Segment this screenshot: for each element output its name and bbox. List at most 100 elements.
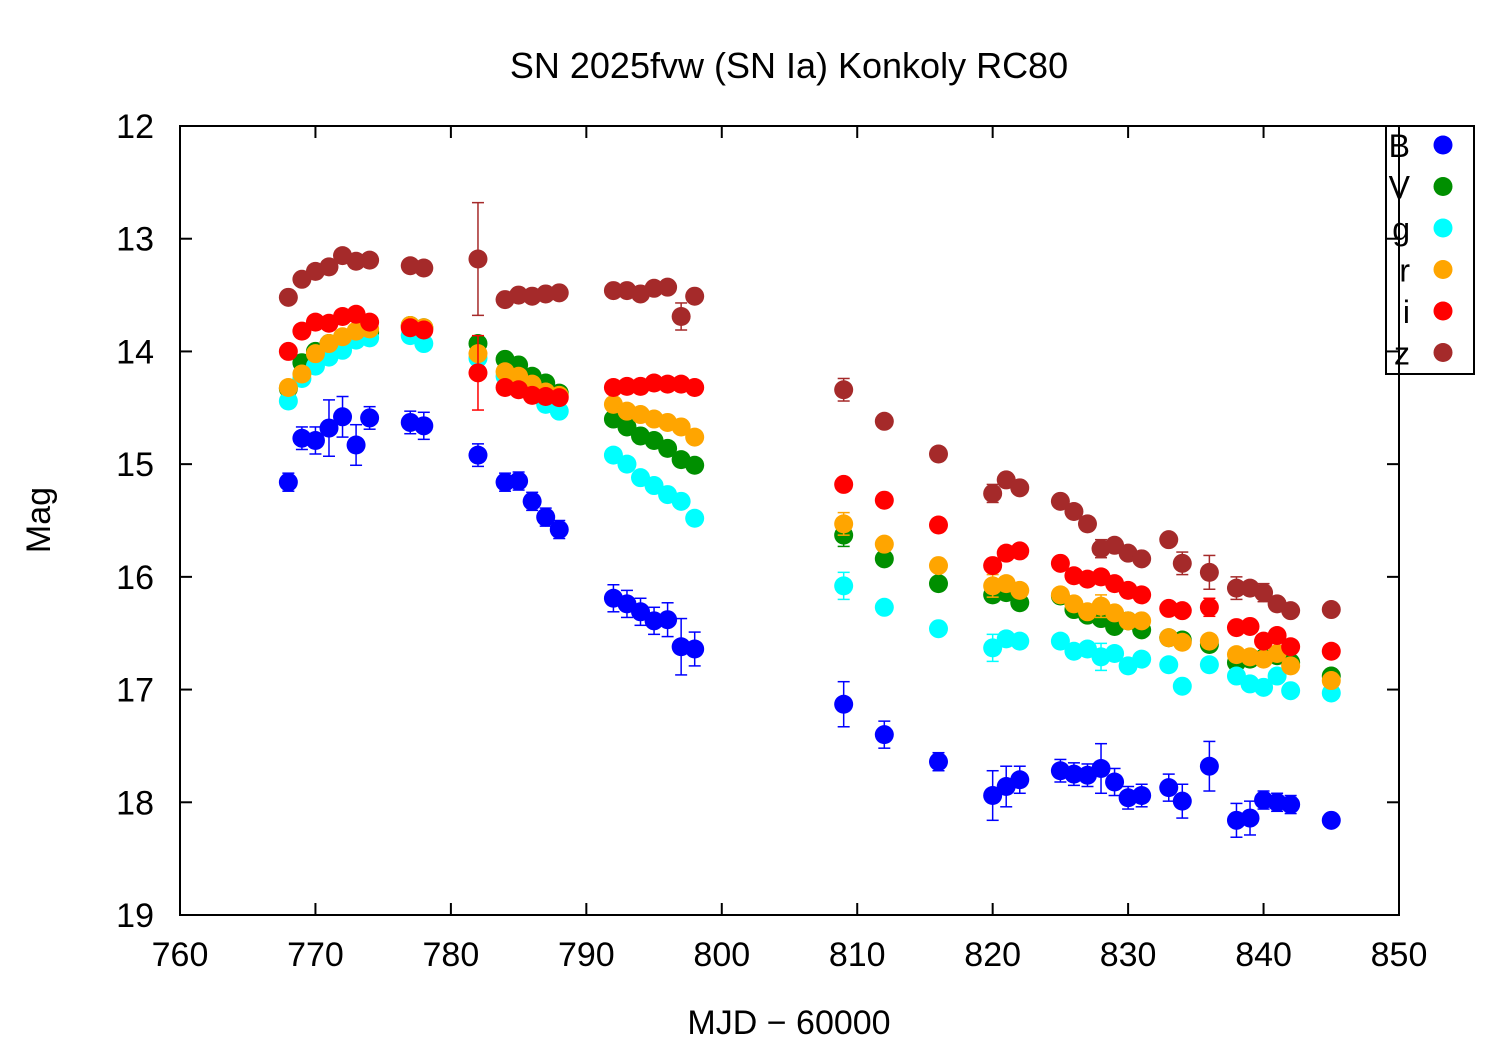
y-tick-label: 18 — [116, 784, 154, 822]
legend-label-V: V — [1389, 170, 1411, 206]
data-point-i — [1321, 641, 1341, 661]
data-point-r — [278, 377, 298, 397]
data-point-z — [1254, 583, 1274, 603]
data-point-B — [468, 445, 488, 465]
y-tick-label: 19 — [116, 897, 154, 935]
legend-label-i: i — [1403, 294, 1410, 330]
data-point-r — [671, 417, 691, 437]
data-point-r — [1050, 585, 1070, 605]
data-point-i — [1240, 616, 1260, 636]
data-point-z — [874, 411, 894, 431]
data-point-B — [1199, 756, 1219, 776]
data-point-i — [874, 490, 894, 510]
data-point-z — [1199, 562, 1219, 582]
data-point-z — [644, 278, 664, 298]
data-point-B — [834, 694, 854, 714]
data-point-z — [346, 251, 366, 271]
data-point-z — [1132, 549, 1152, 569]
axis-ticks: 760 770 780 790 800 810 820 830 840 850 12 13 14 15 16… — [116, 108, 1427, 974]
data-point-V — [928, 574, 948, 594]
data-point-V — [617, 417, 637, 437]
data-point-g — [644, 476, 664, 496]
data-point-r — [1118, 611, 1138, 631]
legend-box — [1385, 125, 1475, 375]
data-point-g — [928, 619, 948, 639]
data-points-layer — [278, 201, 1341, 838]
data-point-g — [685, 508, 705, 528]
data-point-i — [603, 377, 623, 397]
data-point-B — [631, 602, 651, 622]
data-point-r — [1199, 631, 1219, 651]
data-point-r — [1281, 656, 1301, 676]
x-tick-label: 790 — [558, 936, 615, 974]
data-point-B — [536, 507, 556, 527]
y-tick-label: 17 — [116, 672, 154, 710]
data-point-g — [617, 454, 637, 474]
legend-marker-z — [1433, 343, 1453, 362]
data-point-g — [983, 638, 1003, 658]
data-point-B — [874, 725, 894, 745]
data-point-B — [644, 611, 664, 631]
series-i — [278, 304, 1341, 661]
data-point-z — [1159, 530, 1179, 550]
data-point-B — [495, 472, 515, 492]
data-point-i — [1199, 597, 1219, 617]
data-point-B — [1091, 758, 1111, 778]
data-point-g — [414, 334, 434, 354]
data-point-B — [414, 416, 434, 436]
data-point-i — [1050, 553, 1070, 573]
data-point-i — [414, 320, 434, 340]
legend-marker-B — [1433, 135, 1453, 155]
data-point-i — [617, 376, 637, 396]
data-point-r — [874, 534, 894, 554]
data-point-B — [983, 786, 1003, 806]
legend-marker-V — [1433, 177, 1453, 196]
data-point-i — [1226, 618, 1246, 638]
data-point-i — [644, 373, 664, 393]
data-point-g — [1010, 631, 1030, 651]
data-point-i — [1010, 541, 1030, 561]
data-point-z — [671, 306, 691, 326]
data-point-i — [1267, 625, 1287, 645]
data-point-r — [685, 427, 705, 447]
data-point-B — [928, 752, 948, 772]
series-B — [278, 395, 1341, 838]
data-point-i — [468, 363, 488, 383]
data-point-z — [1010, 478, 1030, 498]
data-point-i — [1281, 637, 1301, 657]
x-tick-label: 760 — [152, 936, 209, 974]
data-point-z — [685, 286, 705, 306]
data-point-r — [305, 344, 325, 364]
x-tick-label: 810 — [829, 936, 886, 974]
data-point-g — [549, 401, 569, 421]
data-point-g — [1105, 644, 1125, 664]
data-point-i — [658, 374, 678, 394]
data-point-z — [509, 285, 529, 305]
data-point-B — [1010, 770, 1030, 790]
data-point-z — [1050, 491, 1070, 511]
x-tick-label: 830 — [1100, 936, 1157, 974]
y-tick-label: 16 — [116, 559, 154, 597]
data-point-r — [1321, 671, 1341, 691]
y-tick-label: 15 — [116, 446, 154, 484]
data-point-g — [1050, 631, 1070, 651]
data-point-z — [360, 250, 380, 270]
data-point-B — [1132, 786, 1152, 806]
data-point-B — [1281, 795, 1301, 815]
x-tick-label: 770 — [287, 936, 344, 974]
data-point-g — [874, 597, 894, 617]
data-point-V — [874, 549, 894, 569]
series-r — [278, 316, 1341, 691]
data-point-z — [278, 287, 298, 307]
legend-label-z: z — [1394, 336, 1410, 372]
data-point-z — [658, 277, 678, 297]
data-point-B — [346, 435, 366, 455]
data-point-r — [1172, 632, 1192, 652]
data-point-B — [360, 408, 380, 428]
data-point-i — [549, 388, 569, 408]
data-point-B — [1159, 778, 1179, 798]
x-tick-label: 850 — [1371, 936, 1428, 974]
data-point-i — [834, 474, 854, 494]
data-point-g — [1132, 649, 1152, 669]
